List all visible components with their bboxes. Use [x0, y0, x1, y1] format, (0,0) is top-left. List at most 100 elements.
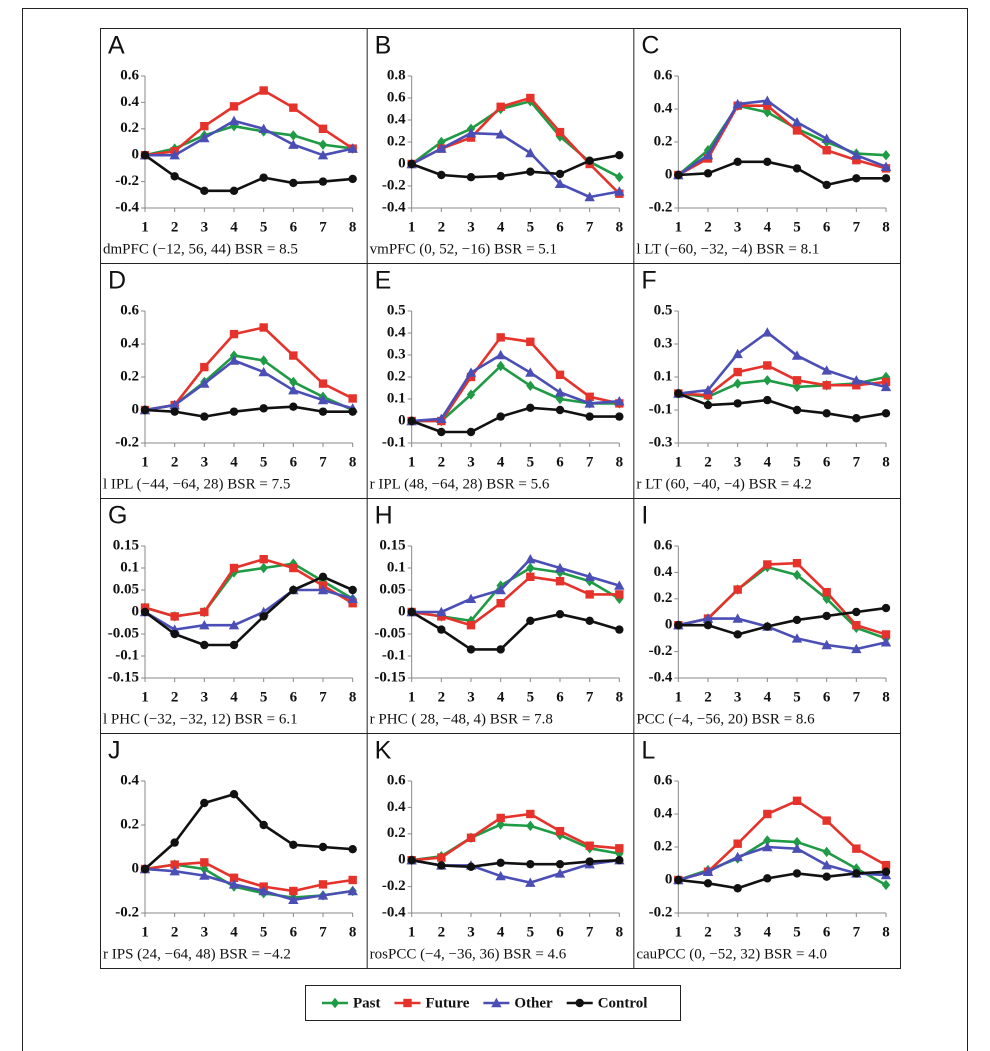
panel-caption: r IPS (24, −64, 48) BSR = −4.2	[103, 946, 291, 962]
x-tick-label: 3	[734, 219, 742, 235]
y-tick-label: -0.4	[382, 199, 406, 215]
series-line	[411, 406, 620, 434]
y-tick-label: 0.4	[120, 94, 139, 110]
marker	[732, 851, 743, 862]
marker	[466, 833, 476, 842]
marker	[615, 151, 624, 160]
x-tick-label: 4	[230, 454, 238, 470]
x-tick-label: 7	[853, 219, 861, 235]
marker	[763, 874, 772, 883]
marker	[318, 572, 328, 581]
marker	[259, 404, 268, 413]
x-tick-label: 2	[438, 689, 446, 705]
marker	[880, 161, 892, 171]
marker	[199, 132, 210, 143]
marker	[466, 621, 476, 630]
x-tick-label: 2	[438, 924, 446, 940]
x-tick-label: 2	[171, 219, 179, 235]
marker	[496, 102, 505, 111]
marker	[436, 143, 447, 153]
marker	[822, 846, 831, 858]
marker	[763, 809, 772, 819]
y-tick-label: 0	[665, 166, 673, 182]
marker	[792, 164, 802, 173]
series-line	[411, 153, 620, 179]
marker	[763, 835, 772, 846]
marker	[674, 875, 683, 885]
marker	[763, 560, 772, 569]
marker	[170, 612, 179, 621]
marker	[526, 616, 535, 625]
series-line	[677, 845, 887, 882]
y-tick-label: 0.4	[120, 772, 139, 788]
y-tick-label: 0.2	[387, 368, 406, 384]
marker	[496, 858, 505, 868]
marker	[555, 169, 565, 179]
marker	[318, 407, 328, 416]
y-tick-label: 0.05	[379, 581, 405, 597]
legend-label: Other	[514, 995, 553, 1011]
panel-caption: PCC (−4, −56, 20) BSR = 8.6	[636, 711, 815, 727]
marker	[702, 150, 714, 160]
x-tick-label: 2	[704, 454, 712, 470]
x-tick-label: 1	[408, 219, 416, 235]
marker	[229, 186, 239, 196]
series-line	[677, 104, 887, 177]
x-tick-label: 1	[675, 454, 683, 470]
y-tick-label: 0.5	[387, 302, 406, 318]
y-tick-label: 0.4	[387, 111, 406, 127]
x-tick-label: 4	[497, 689, 505, 705]
y-tick-label: -0.05	[374, 625, 405, 641]
x-tick-label: 3	[467, 924, 475, 940]
series-line	[411, 131, 620, 199]
y-tick-label: 0.2	[120, 816, 139, 832]
marker	[526, 93, 535, 103]
marker	[881, 867, 891, 876]
marker	[881, 603, 891, 613]
marker	[792, 126, 802, 135]
marker	[881, 860, 891, 870]
series-line	[144, 326, 354, 412]
marker	[733, 839, 742, 848]
series-line	[411, 812, 620, 862]
x-tick-label: 6	[290, 689, 298, 705]
x-tick-label: 1	[408, 924, 416, 940]
panel-caption: r LT (60, −40, −4) BSR = 4.2	[636, 476, 811, 492]
marker	[259, 562, 268, 574]
marker	[288, 385, 299, 395]
marker	[229, 563, 239, 573]
y-tick-label: 0.4	[654, 100, 673, 116]
marker	[791, 633, 803, 643]
y-tick-label: 0.5	[654, 302, 673, 318]
panel-letter: E	[375, 267, 392, 295]
marker	[229, 567, 239, 578]
x-tick-label: 6	[556, 924, 564, 940]
marker	[259, 555, 268, 564]
marker	[199, 378, 210, 388]
marker	[791, 843, 803, 853]
x-tick-label: 1	[675, 219, 683, 235]
marker	[615, 590, 624, 599]
x-tick-label: 3	[467, 689, 475, 705]
marker	[289, 103, 298, 112]
series-line	[144, 557, 354, 618]
marker	[852, 414, 861, 423]
marker	[259, 612, 268, 621]
y-tick-label: 0.8	[387, 67, 406, 83]
x-tick-label: 3	[201, 689, 209, 705]
marker	[229, 120, 239, 132]
x-tick-label: 7	[853, 924, 861, 940]
marker	[763, 622, 772, 631]
marker	[259, 86, 268, 95]
x-tick-label: 4	[230, 924, 238, 940]
marker	[585, 616, 594, 625]
series-line	[678, 375, 887, 399]
x-tick-label: 8	[616, 219, 624, 235]
marker	[614, 186, 625, 196]
y-tick-label: 0.1	[387, 390, 406, 406]
marker	[200, 186, 209, 196]
y-tick-label: 0.6	[654, 67, 673, 83]
x-tick-label: 1	[141, 219, 149, 235]
x-tick-label: 6	[556, 219, 564, 235]
marker	[555, 577, 565, 586]
